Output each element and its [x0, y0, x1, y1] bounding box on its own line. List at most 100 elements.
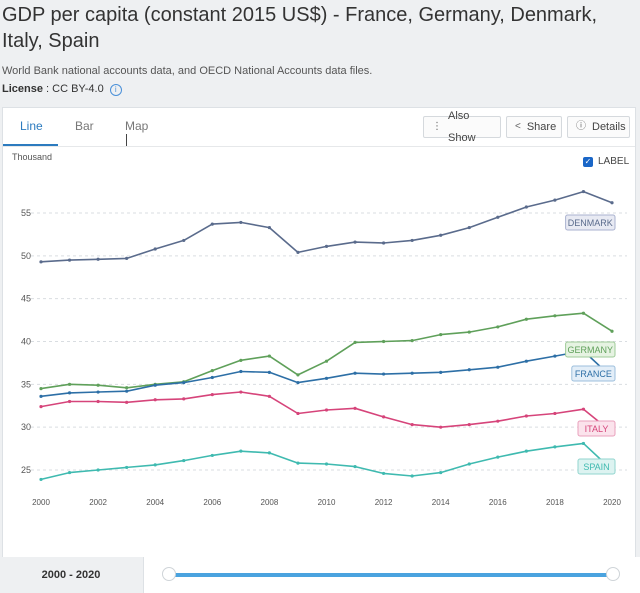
tab-bar[interactable]: Bar [75, 119, 94, 133]
y-axis-ticks: 25 30 35 40 45 50 55 [21, 208, 31, 475]
data-point [296, 381, 300, 385]
license-line: License : CC BY-4.0 i [2, 83, 122, 96]
data-point [353, 340, 357, 344]
data-point [296, 411, 300, 416]
data-point [524, 449, 528, 453]
data-point [410, 422, 414, 427]
page-title: GDP per capita (constant 2015 US$) - Fra… [2, 4, 598, 52]
data-point [96, 383, 100, 387]
data-point [524, 359, 528, 363]
data-point [125, 400, 129, 404]
data-point [182, 458, 186, 463]
data-point [439, 233, 443, 237]
data-point [153, 398, 157, 402]
data-point [210, 375, 214, 380]
data-point [553, 445, 557, 449]
x-tick-label: 2014 [432, 498, 450, 507]
y-tick-label: 30 [21, 422, 31, 432]
x-tick-label: 2002 [89, 498, 107, 507]
data-point [267, 370, 271, 374]
data-point [410, 474, 414, 478]
data-point [96, 390, 100, 394]
range-slider[interactable] [143, 557, 640, 593]
label-checkbox[interactable]: ✓ [583, 156, 593, 167]
data-point [182, 381, 186, 385]
y-axis-unit: Thousand [12, 152, 52, 162]
share-icon: < [515, 121, 521, 132]
series-label: GERMANY [568, 345, 614, 355]
series-line [40, 391, 613, 433]
data-point [125, 256, 129, 261]
data-point [496, 215, 500, 219]
data-point [410, 238, 414, 243]
data-point [467, 225, 471, 230]
details-label: Details [592, 121, 626, 133]
text-cursor [126, 134, 127, 146]
data-point [210, 393, 214, 397]
data-point [324, 376, 329, 380]
data-point [553, 354, 557, 358]
data-point [353, 464, 357, 469]
data-point [267, 225, 271, 230]
more-vertical-icon: ⋮ [432, 121, 442, 132]
details-button[interactable]: ⓘ Details [567, 116, 630, 138]
data-point [239, 390, 243, 394]
data-point [496, 365, 500, 369]
x-tick-label: 2008 [261, 498, 279, 507]
data-point [67, 258, 72, 262]
tab-line[interactable]: Line [20, 119, 43, 133]
data-point [496, 325, 500, 329]
range-end-handle[interactable] [606, 567, 620, 581]
data-point [324, 462, 329, 466]
data-point [239, 220, 243, 225]
data-point [67, 470, 72, 475]
data-point [581, 407, 586, 411]
data-point [296, 373, 300, 377]
data-point [439, 370, 443, 374]
info-icon[interactable]: i [109, 84, 122, 96]
data-point [410, 339, 414, 343]
data-point [382, 372, 386, 376]
data-point [439, 425, 443, 429]
data-point [610, 329, 614, 333]
active-tab-indicator [3, 144, 58, 146]
source-note: World Bank national accounts data, and O… [2, 65, 373, 77]
series-label-box [577, 420, 616, 437]
x-axis-ticks: 2000 2002 2004 2006 2008 2010 2012 2014 2016 2018… [32, 498, 621, 507]
data-point [496, 419, 500, 423]
data-point [524, 317, 528, 321]
share-button[interactable]: < Share [506, 116, 562, 138]
data-point [524, 205, 528, 209]
tab-map[interactable]: Map [125, 119, 148, 147]
data-point [182, 238, 186, 243]
y-tick-label: 40 [21, 337, 31, 347]
data-point [39, 394, 43, 398]
data-point [153, 463, 157, 467]
data-point [210, 453, 214, 458]
data-point [553, 411, 557, 416]
series-labels: DENMARK GERMANY FRANCE ITALY SPAIN [565, 214, 616, 475]
x-tick-label: 2000 [32, 498, 50, 507]
range-start-handle[interactable] [162, 567, 176, 581]
label-toggle[interactable]: ✓ LABEL [583, 156, 629, 167]
data-point [467, 330, 471, 334]
x-tick-label: 2012 [375, 498, 393, 507]
series-line [40, 350, 613, 398]
series-line [40, 442, 613, 481]
also-show-button[interactable]: ⋮ Also Show [423, 110, 501, 144]
data-point [39, 260, 43, 264]
data-point [496, 455, 500, 459]
data-point [353, 371, 357, 375]
data-point [410, 371, 414, 375]
license-value: : CC BY-4.0 [42, 83, 104, 95]
data-point [39, 405, 43, 409]
data-point [153, 247, 157, 251]
data-point [382, 241, 386, 245]
data-point [324, 408, 329, 412]
series-label: DENMARK [568, 218, 613, 228]
also-show-label: Also Show [448, 110, 476, 144]
data-point [67, 391, 72, 395]
data-point [296, 250, 300, 255]
data-point [125, 389, 129, 393]
data-point [125, 386, 129, 390]
